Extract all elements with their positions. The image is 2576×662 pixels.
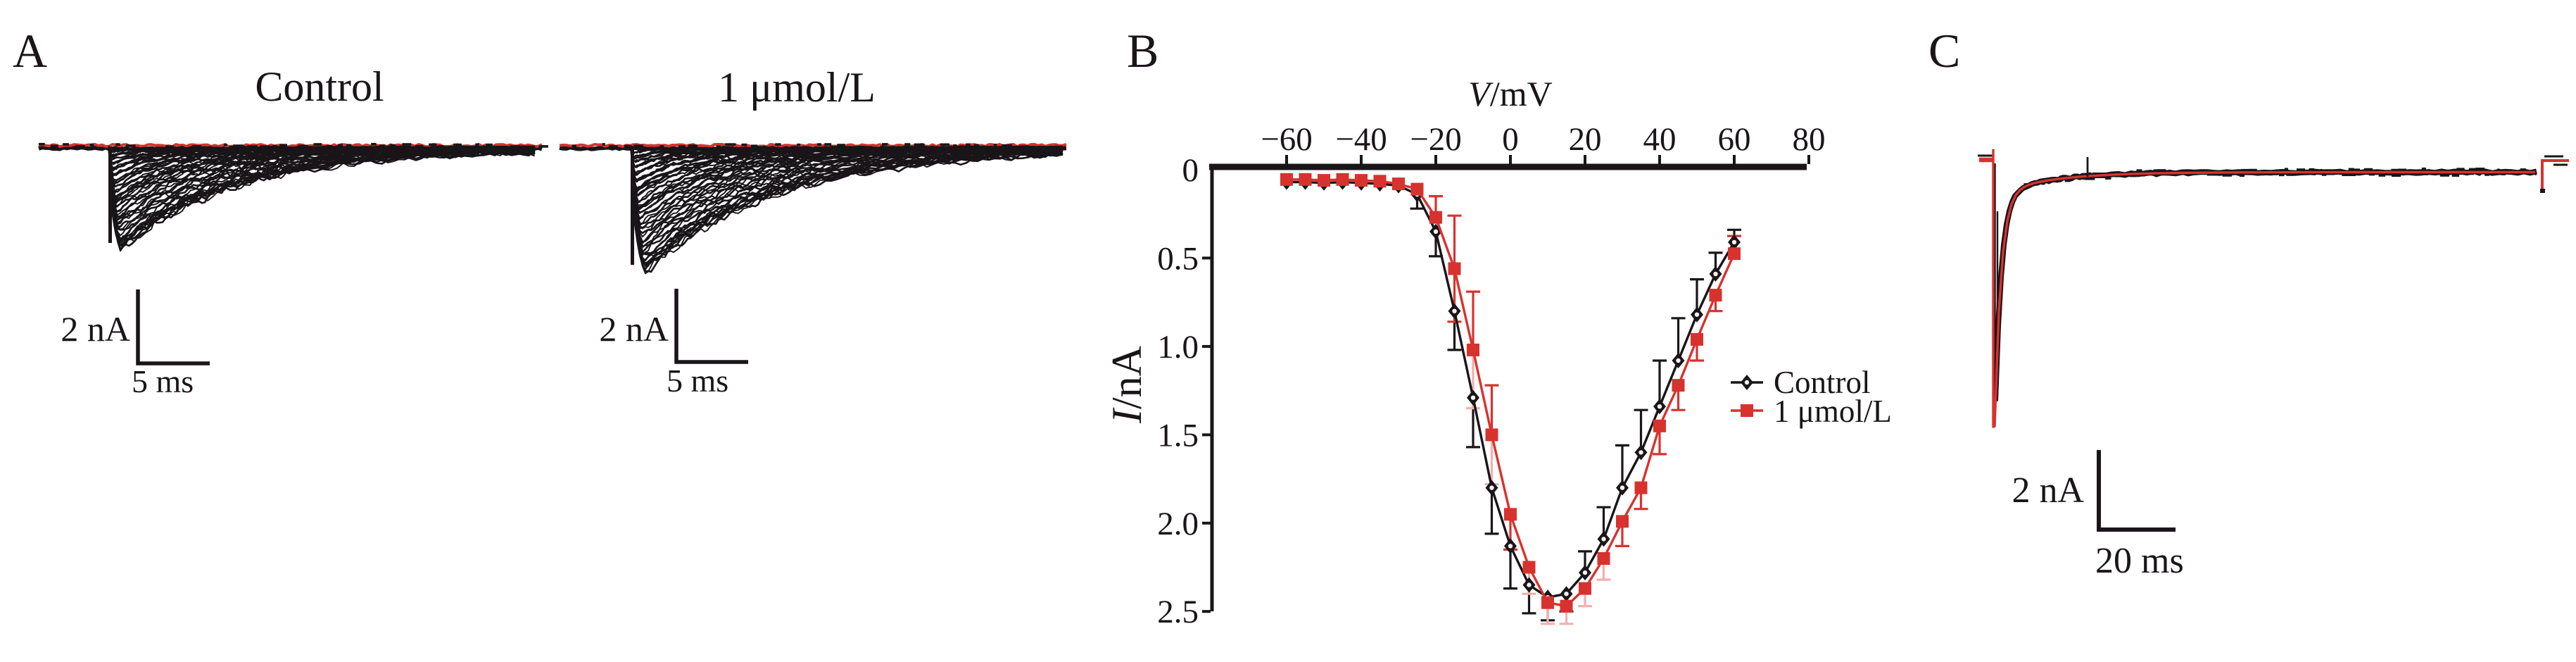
svg-text:0: 0 xyxy=(1182,152,1199,189)
svg-text:0.5: 0.5 xyxy=(1157,240,1199,277)
svg-text:40: 40 xyxy=(1643,121,1677,158)
svg-text:1 μmol/L: 1 μmol/L xyxy=(1774,394,1892,429)
svg-text:60: 60 xyxy=(1718,121,1751,158)
svg-text:0: 0 xyxy=(1502,121,1519,158)
svg-text:B: B xyxy=(1127,24,1158,77)
svg-text:Control: Control xyxy=(255,63,384,110)
svg-text:C: C xyxy=(1928,24,1960,77)
svg-text:2.5: 2.5 xyxy=(1157,594,1199,630)
svg-text:80: 80 xyxy=(1793,121,1826,158)
svg-text:V/mV: V/mV xyxy=(1468,74,1552,113)
svg-text:20: 20 xyxy=(1569,121,1602,158)
svg-text:−60: −60 xyxy=(1261,121,1313,158)
svg-text:−40: −40 xyxy=(1335,121,1387,158)
svg-text:A: A xyxy=(13,24,47,77)
svg-text:1.0: 1.0 xyxy=(1157,329,1199,366)
svg-text:2 nA: 2 nA xyxy=(599,309,669,349)
svg-text:1.5: 1.5 xyxy=(1157,417,1199,454)
svg-text:−20: −20 xyxy=(1410,121,1462,158)
svg-text:20 ms: 20 ms xyxy=(2095,541,2184,581)
svg-text:2 nA: 2 nA xyxy=(61,309,130,349)
svg-text:2 nA: 2 nA xyxy=(2012,470,2084,511)
svg-text:5 ms: 5 ms xyxy=(132,363,194,399)
svg-text:I/nA: I/nA xyxy=(1104,346,1150,424)
svg-text:Control: Control xyxy=(1774,365,1871,400)
svg-text:1 μmol/L: 1 μmol/L xyxy=(718,64,876,111)
svg-text:2.0: 2.0 xyxy=(1157,506,1199,542)
svg-text:5 ms: 5 ms xyxy=(667,363,728,399)
